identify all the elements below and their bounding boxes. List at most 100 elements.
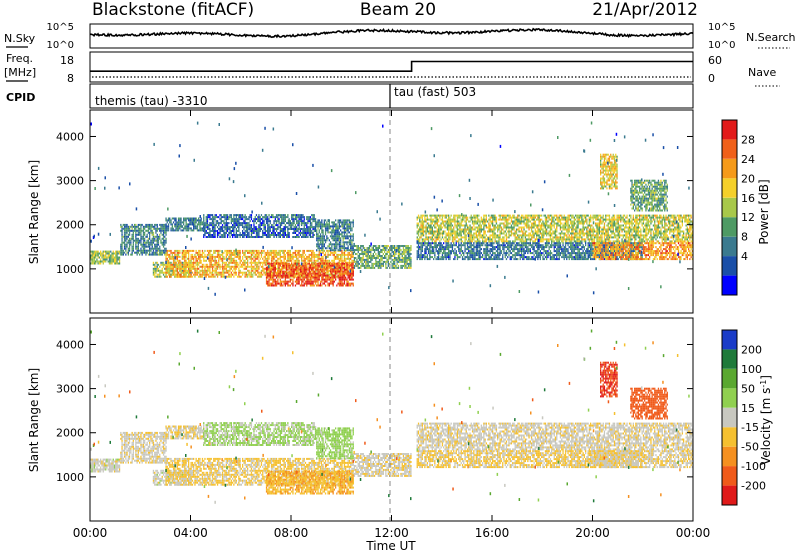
power-cell	[401, 253, 403, 255]
power-cell	[145, 225, 147, 228]
power-cell	[155, 247, 157, 250]
power-cell	[193, 267, 195, 270]
power-cell	[341, 249, 343, 252]
power-cell	[228, 275, 230, 278]
power-cell	[215, 265, 217, 268]
power-cell	[139, 241, 141, 244]
power-cell	[316, 253, 318, 256]
power-cell	[220, 271, 222, 274]
power-cell	[441, 234, 444, 237]
power-cell	[141, 243, 143, 246]
power-cell	[247, 261, 249, 264]
power-cell	[174, 229, 176, 232]
power-cell	[352, 278, 354, 281]
power-cell	[146, 251, 148, 254]
power-cell	[275, 262, 278, 265]
power-cell	[234, 255, 236, 258]
power-cell	[291, 282, 293, 285]
power-cell	[121, 243, 123, 246]
power-cell	[145, 245, 147, 248]
power-cell	[179, 273, 181, 276]
power-cell	[216, 263, 219, 266]
power-cell	[123, 233, 126, 236]
power-cell	[298, 278, 300, 281]
power-cell	[317, 253, 319, 256]
power-cell	[166, 257, 168, 260]
power-cell	[169, 257, 171, 260]
power-cell	[229, 226, 231, 229]
power-cell	[253, 230, 255, 232]
power-cell	[406, 245, 408, 247]
power-cell	[406, 249, 408, 251]
power-cell	[287, 259, 289, 262]
power-cell	[188, 255, 190, 258]
power-cell	[257, 251, 259, 254]
power-cell	[210, 249, 212, 252]
power-cell	[297, 272, 299, 275]
power-cell	[373, 249, 376, 251]
power-cell	[95, 260, 97, 263]
power-cell	[312, 236, 314, 238]
power-cell	[297, 249, 299, 252]
power-cell	[287, 251, 289, 254]
power-cell	[303, 276, 305, 279]
power-cell	[317, 278, 319, 281]
power-cell	[293, 276, 295, 279]
power-cell	[219, 218, 221, 221]
power-cell	[191, 229, 194, 232]
power-cell	[257, 236, 259, 238]
power-cell	[223, 226, 225, 229]
power-cell	[336, 264, 338, 267]
power-cell	[255, 273, 258, 276]
power-cell	[307, 278, 309, 281]
power-cell	[216, 275, 219, 278]
power-cell	[273, 266, 275, 269]
power-cell	[402, 247, 405, 249]
power-cell	[291, 218, 293, 221]
power-cell	[410, 247, 412, 249]
power-cell	[328, 247, 330, 250]
power-cell	[298, 226, 300, 229]
power-cell	[239, 275, 241, 278]
power-cell	[336, 237, 338, 240]
power-cell	[254, 255, 256, 258]
power-cell	[96, 258, 98, 261]
power-cell	[272, 278, 274, 281]
power-cell	[242, 273, 244, 276]
power-cell	[245, 275, 248, 278]
power-cell	[211, 259, 214, 262]
power-cell	[342, 223, 344, 226]
power-cell	[377, 264, 379, 267]
power-cell	[280, 284, 283, 287]
power-cell	[243, 216, 245, 219]
power-cell	[461, 220, 464, 223]
power-cell	[162, 243, 165, 246]
power-cell	[165, 219, 167, 222]
power-cell	[429, 224, 431, 227]
power-cell	[391, 245, 393, 247]
power-cell	[394, 255, 396, 257]
power-cell	[440, 238, 442, 241]
power-cell	[194, 225, 196, 228]
power-cell	[347, 257, 349, 260]
power-cell	[191, 267, 194, 270]
power-cell	[247, 232, 249, 234]
power-cell	[130, 229, 132, 232]
power-cell	[409, 258, 411, 261]
power-cell	[427, 224, 430, 227]
power-cell	[292, 274, 294, 277]
power-cell	[333, 237, 335, 240]
power-cell	[312, 216, 314, 219]
power-cell	[270, 259, 273, 262]
power-cell	[298, 224, 300, 227]
power-cell	[309, 276, 312, 279]
power-cell	[136, 233, 138, 236]
power-cell	[358, 266, 361, 269]
power-cell	[273, 270, 275, 273]
power-cell	[286, 270, 288, 273]
power-cell	[302, 259, 304, 262]
cpid-mode-1: themis (tau) -3310	[95, 94, 208, 108]
power-cell	[448, 230, 450, 233]
power-cell	[327, 245, 329, 248]
power-cell	[407, 266, 410, 269]
